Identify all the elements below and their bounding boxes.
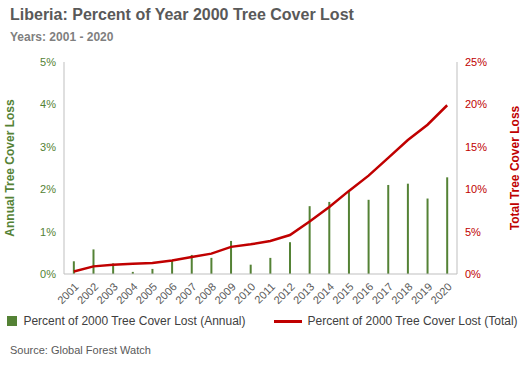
svg-text:2011: 2011 [252, 280, 277, 305]
svg-text:Annual Tree Cover Loss: Annual Tree Cover Loss [8, 99, 17, 237]
svg-text:10%: 10% [465, 183, 487, 195]
svg-text:2%: 2% [40, 183, 56, 195]
svg-text:2010: 2010 [232, 280, 258, 306]
svg-text:2003: 2003 [94, 280, 120, 306]
svg-text:5%: 5% [465, 226, 481, 238]
svg-text:Total Tree Cover Loss: Total Tree Cover Loss [508, 105, 517, 230]
svg-text:15%: 15% [465, 141, 487, 153]
svg-text:0%: 0% [40, 268, 56, 280]
svg-text:2013: 2013 [291, 280, 317, 306]
svg-text:2015: 2015 [330, 280, 356, 306]
svg-text:20%: 20% [465, 98, 487, 110]
html-text:Liberia: Percent of Year 2000: Liberia: Percent of Year 2000 Tree Cover… [10, 6, 354, 23]
svg-text:5%: 5% [40, 56, 56, 68]
svg-text:0%: 0% [465, 268, 481, 280]
svg-text:2004: 2004 [114, 280, 140, 306]
svg-text:2012: 2012 [271, 280, 297, 306]
svg-text:2002: 2002 [75, 280, 101, 306]
svg-text:1%: 1% [40, 226, 56, 238]
svg-text:3%: 3% [40, 141, 56, 153]
svg-text:2006: 2006 [153, 280, 179, 306]
svg-text:2001: 2001 [55, 280, 81, 306]
svg-text:2020: 2020 [428, 280, 454, 306]
svg-text:2007: 2007 [173, 280, 199, 306]
svg-text:25%: 25% [465, 56, 487, 68]
svg-text:2009: 2009 [212, 280, 238, 306]
html-text:Source: Global Forest Watch: Source: Global Forest Watch [10, 344, 151, 356]
svg-text:4%: 4% [40, 98, 56, 110]
svg-text:2018: 2018 [389, 280, 415, 306]
svg-text:2014: 2014 [310, 280, 336, 306]
html-text:Percent of 2000 Tree Cover Los: Percent of 2000 Tree Cover Lost (Total) [307, 314, 518, 328]
html-text:Years: 2001 - 2020: Years: 2001 - 2020 [10, 30, 114, 44]
svg-text:2016: 2016 [350, 280, 376, 306]
html-text:Percent of 2000 Tree Cover Los: Percent of 2000 Tree Cover Lost (Annual) [23, 314, 246, 328]
svg-text:2017: 2017 [369, 280, 395, 306]
svg-text:2019: 2019 [409, 280, 435, 306]
svg-text:2005: 2005 [134, 280, 160, 306]
svg-text:2008: 2008 [193, 280, 219, 306]
